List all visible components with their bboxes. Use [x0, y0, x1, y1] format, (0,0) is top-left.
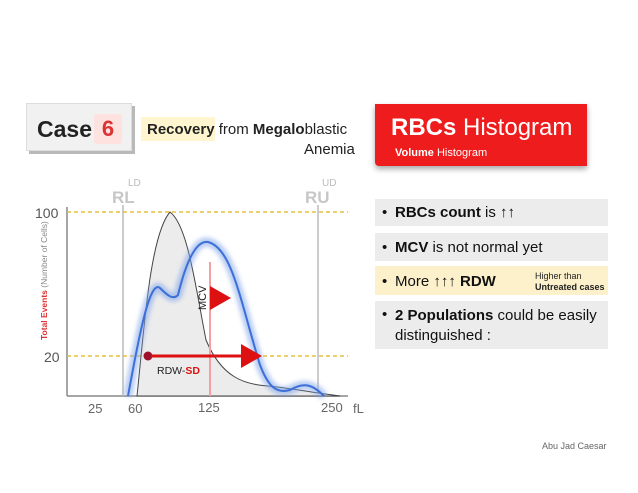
page-title: RBCs Histogram [391, 114, 573, 141]
info-rdw: • More ↑↑↑ RDW Higher than Untreated case… [375, 266, 608, 295]
case-number: 6 [94, 114, 122, 144]
subtitle-line-1: Recovery from Megaloblastic [147, 121, 348, 138]
rdw-label: RDW-SD [157, 365, 200, 377]
ru-label: RU [305, 188, 330, 207]
x-tick-25: 25 [88, 401, 102, 416]
page-subtitle: Volume Histogram [395, 147, 488, 159]
case-label: Case [37, 116, 92, 142]
author-credit: Abu Jad Caesar [542, 441, 607, 451]
rdw-start-dot [143, 351, 153, 361]
ud-label: UD [322, 178, 336, 189]
y-axis-label: Total Events (Number of Cells) [39, 221, 49, 340]
rdw-note: Higher than Untreated cases [535, 271, 605, 292]
y-tick-100: 100 [35, 205, 59, 221]
x-unit: fL [353, 401, 364, 416]
subtitle-line-2: Anemia [304, 141, 355, 158]
y-tick-20: 20 [44, 349, 60, 365]
x-tick-60: 60 [128, 401, 142, 416]
title-banner [375, 104, 587, 166]
ld-label: LD [128, 178, 141, 189]
subtitle-highlight [141, 117, 215, 141]
info-mcv: • MCV is not normal yet [375, 233, 608, 261]
info-populations: • 2 Populations could be easily distingui… [375, 301, 608, 349]
x-tick-250: 250 [321, 400, 343, 415]
recovery-curve [127, 240, 325, 397]
x-tick-125: 125 [198, 400, 220, 415]
info-rbc-count: • RBCs count is ↑↑ [375, 199, 608, 226]
rl-label: RL [112, 188, 135, 207]
mcv-label: MCV [197, 285, 209, 310]
